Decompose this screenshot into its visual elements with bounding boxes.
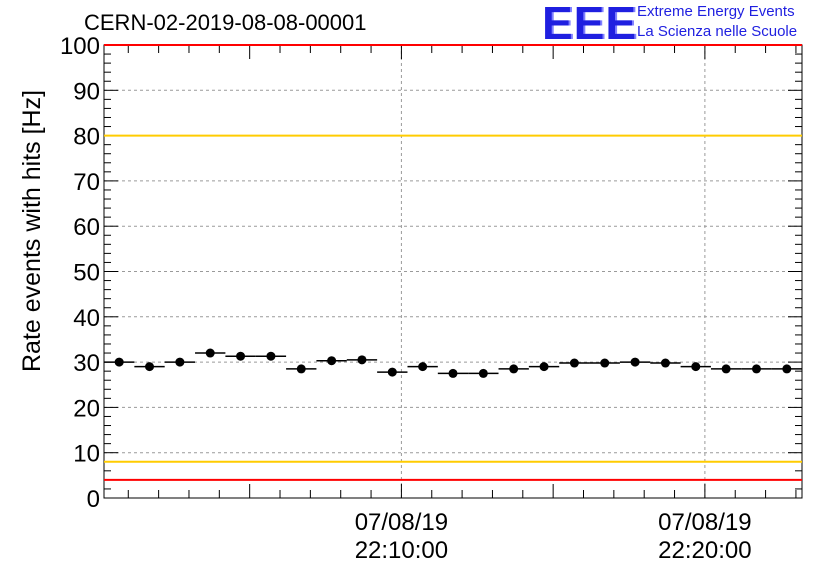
data-point: [114, 357, 124, 367]
data-point: [569, 358, 579, 368]
y-tick-label: 100: [60, 33, 100, 60]
x-tick-date-label: 07/08/19: [658, 509, 751, 536]
y-tick-label: 80: [73, 124, 100, 151]
y-tick-label: 60: [73, 214, 100, 241]
data-point: [296, 364, 306, 374]
y-tick-label: 90: [73, 78, 100, 105]
data-point: [691, 362, 701, 372]
data-point: [327, 356, 337, 366]
y-tick-label: 10: [73, 441, 100, 468]
data-point: [751, 364, 761, 374]
data-point: [782, 364, 792, 374]
data-point: [266, 351, 276, 361]
x-tick-time-label: 22:20:00: [658, 537, 751, 564]
data-point: [509, 364, 519, 374]
data-point: [600, 358, 610, 368]
y-tick-label: 40: [73, 305, 100, 332]
data-point: [630, 357, 640, 367]
data-point: [721, 364, 731, 374]
y-tick-label: 70: [73, 169, 100, 196]
y-tick-label: 0: [87, 486, 100, 513]
data-point: [448, 368, 458, 378]
data-point: [357, 355, 367, 365]
eee-logo: EEE: [542, 0, 638, 49]
x-tick-time-label: 22:10:00: [355, 537, 448, 564]
x-tick-date-label: 07/08/19: [355, 509, 448, 536]
y-tick-label: 20: [73, 395, 100, 422]
data-point: [660, 358, 670, 368]
data-point: [205, 348, 215, 358]
data-point: [478, 368, 488, 378]
data-point: [387, 367, 397, 377]
data-point: [418, 362, 428, 372]
y-tick-label: 30: [73, 350, 100, 377]
logo-line-1: Extreme Energy Events: [637, 3, 795, 20]
data-point: [175, 357, 185, 367]
y-tick-label: 50: [73, 260, 100, 287]
data-point: [145, 362, 155, 372]
data-point: [539, 362, 549, 372]
logo-line-2: La Scienza nelle Scuole: [637, 23, 798, 40]
data-point: [236, 351, 246, 361]
chart-title: CERN-02-2019-08-08-00001: [84, 10, 367, 35]
